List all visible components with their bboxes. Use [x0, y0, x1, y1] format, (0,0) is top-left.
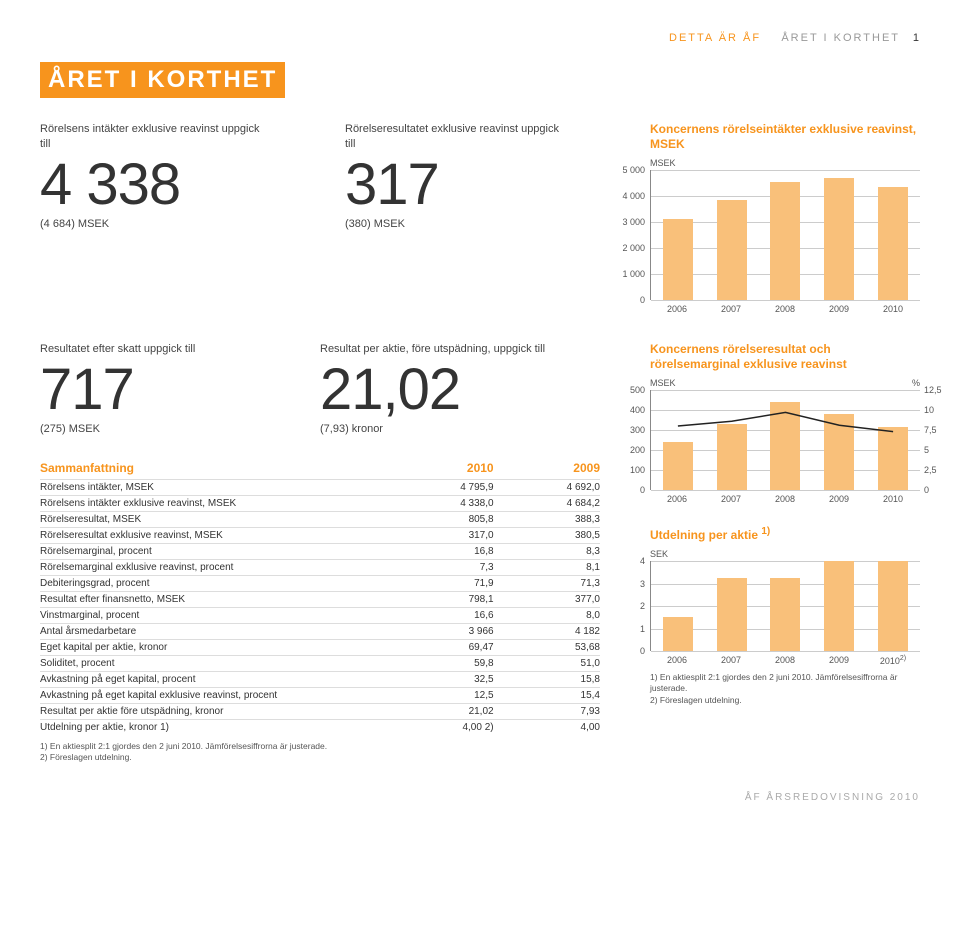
kpi-revenue-sub: (4 684) MSEK	[40, 218, 260, 230]
eyebrow: DETTA ÄR ÅF ÅRET I KORTHET 1	[40, 32, 920, 44]
chart-revenue: Koncernens rörelseintäkter exklusive rea…	[650, 122, 920, 314]
kpi-tax-value: 717	[40, 361, 260, 419]
chart-bar	[663, 442, 693, 490]
kpi-revenue: Rörelsens intäkter exklusive reavinst up…	[40, 122, 260, 314]
chart-margin-unit-r: %	[912, 378, 920, 388]
chart-bar	[663, 617, 693, 651]
table-row: Soliditet, procent59,851,0	[40, 655, 600, 671]
chart-bar	[824, 414, 854, 490]
row-1: Rörelsens intäkter exklusive reavinst up…	[40, 122, 920, 314]
page-title: ÅRET I KORTHET	[40, 62, 285, 98]
eyebrow-accent: DETTA ÄR ÅF	[669, 32, 761, 44]
table-row: Avkastning på eget kapital, procent32,51…	[40, 671, 600, 687]
chart-dividend-xlabels: 200620072008200920102)	[650, 655, 920, 666]
table-row: Utdelning per aktie, kronor 1)4,00 2)4,0…	[40, 719, 600, 735]
chart-bar	[878, 561, 908, 651]
chart-dividend-title: Utdelning per aktie 1)	[650, 526, 920, 543]
chart-bar	[717, 578, 747, 651]
chart-margin-body: 001002,520053007,54001050012,5	[650, 390, 920, 490]
chart-bar	[878, 187, 908, 300]
chart-bar	[663, 219, 693, 300]
chart-bar	[717, 424, 747, 490]
chart-dividend-unit: SEK	[650, 549, 668, 559]
chart-bar	[770, 578, 800, 651]
chart-dividend-body: 01234	[650, 561, 920, 651]
summary-h2: 2009	[494, 457, 600, 480]
table-row: Rörelsens intäkter exklusive reavinst, M…	[40, 495, 600, 511]
table-row: Rörelsemarginal, procent16,88,3	[40, 543, 600, 559]
summary-h1: 2010	[387, 457, 493, 480]
kpi-op-sub: (380) MSEK	[345, 218, 565, 230]
chart-bar	[878, 427, 908, 490]
table-row: Rörelsens intäkter, MSEK4 795,94 692,0	[40, 479, 600, 495]
chart-bar	[770, 402, 800, 490]
eyebrow-rest: ÅRET I KORTHET	[781, 32, 899, 44]
table-row: Avkastning på eget kapital exklusive rea…	[40, 687, 600, 703]
page-number: 1	[913, 32, 920, 44]
chart-revenue-body: 01 0002 0003 0004 0005 000	[650, 170, 920, 300]
chart-dividend: Utdelning per aktie 1) SEK 01234 2006200…	[650, 526, 920, 706]
chart-dividend-footnotes: 1) En aktiesplit 2:1 gjordes den 2 juni …	[650, 672, 920, 706]
chart-bar	[770, 182, 800, 300]
table-row: Resultat per aktie före utspädning, kron…	[40, 703, 600, 719]
table-row: Rörelsemarginal exklusive reavinst, proc…	[40, 559, 600, 575]
summary-footnotes: 1) En aktiesplit 2:1 gjordes den 2 juni …	[40, 741, 600, 764]
table-row: Debiteringsgrad, procent71,971,3	[40, 575, 600, 591]
kpi-eps: Resultat per aktie, före utspädning, upp…	[320, 342, 600, 435]
table-row: Antal årsmedarbetare3 9664 182	[40, 623, 600, 639]
kpi-profit-after-tax: Resultatet efter skatt uppgick till 717 …	[40, 342, 260, 435]
chart-revenue-unit: MSEK	[650, 158, 676, 168]
summary-table: Sammanfattning 2010 2009 Rörelsens intäk…	[40, 457, 600, 735]
kpi-tax-sub: (275) MSEK	[40, 423, 260, 435]
chart-margin: Koncernens rörelseresultat och rörelsema…	[650, 342, 920, 504]
chart-bar	[824, 561, 854, 651]
table-row: Vinstmarginal, procent16,68,0	[40, 607, 600, 623]
chart-margin-unit-l: MSEK	[650, 378, 676, 388]
kpi-tax-label: Resultatet efter skatt uppgick till	[40, 342, 260, 357]
page-footer: ÅF ÅRSREDOVISNING 2010	[40, 792, 920, 803]
kpi-eps-label: Resultat per aktie, före utspädning, upp…	[320, 342, 600, 357]
lower-section: Resultatet efter skatt uppgick till 717 …	[40, 342, 920, 764]
kpi-eps-sub: (7,93) kronor	[320, 423, 600, 435]
chart-revenue-title: Koncernens rörelseintäkter exklusive rea…	[650, 122, 920, 152]
chart-bar	[824, 178, 854, 300]
summary-h0: Sammanfattning	[40, 457, 387, 480]
kpi-revenue-value: 4 338	[40, 156, 260, 214]
chart-bar	[717, 200, 747, 300]
kpi-eps-value: 21,02	[320, 361, 600, 419]
chart-revenue-xlabels: 20062007200820092010	[650, 304, 920, 314]
chart-margin-xlabels: 20062007200820092010	[650, 494, 920, 504]
kpi-revenue-label: Rörelsens intäkter exklusive reavinst up…	[40, 122, 260, 152]
kpi-op-label: Rörelseresultatet exklusive reavinst upp…	[345, 122, 565, 152]
kpi-op-value: 317	[345, 156, 565, 214]
table-row: Resultat efter finansnetto, MSEK798,1377…	[40, 591, 600, 607]
chart-margin-title: Koncernens rörelseresultat och rörelsema…	[650, 342, 920, 372]
table-row: Eget kapital per aktie, kronor69,4753,68	[40, 639, 600, 655]
table-row: Rörelseresultat, MSEK805,8388,3	[40, 511, 600, 527]
table-row: Rörelseresultat exklusive reavinst, MSEK…	[40, 527, 600, 543]
kpi-operating-result: Rörelseresultatet exklusive reavinst upp…	[345, 122, 565, 314]
